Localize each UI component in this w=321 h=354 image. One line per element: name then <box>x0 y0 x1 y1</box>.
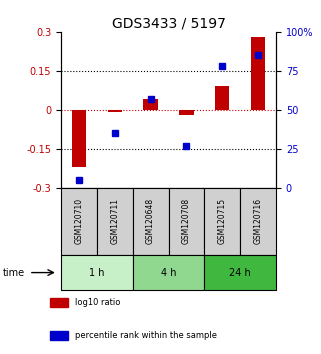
Bar <box>97 188 133 255</box>
Bar <box>133 255 204 290</box>
Bar <box>240 188 276 255</box>
Bar <box>49 298 68 307</box>
Bar <box>61 255 133 290</box>
Text: percentile rank within the sample: percentile rank within the sample <box>75 331 217 340</box>
Bar <box>72 110 86 167</box>
Bar <box>169 188 204 255</box>
Bar <box>49 331 68 339</box>
Text: 24 h: 24 h <box>229 268 251 278</box>
Bar <box>215 86 230 110</box>
Text: GSM120715: GSM120715 <box>218 198 227 244</box>
Text: log10 ratio: log10 ratio <box>75 298 120 307</box>
Bar <box>204 255 276 290</box>
Text: GSM120716: GSM120716 <box>254 198 263 244</box>
Text: GSM120648: GSM120648 <box>146 198 155 244</box>
Text: time: time <box>3 268 25 278</box>
Bar <box>61 188 97 255</box>
Bar <box>179 110 194 115</box>
Bar <box>133 188 169 255</box>
Bar <box>143 99 158 110</box>
Bar <box>108 110 122 112</box>
Text: GSM120711: GSM120711 <box>110 198 119 244</box>
Text: GSM120710: GSM120710 <box>74 198 83 244</box>
Bar <box>204 188 240 255</box>
Text: 1 h: 1 h <box>89 268 105 278</box>
Text: 4 h: 4 h <box>161 268 176 278</box>
Title: GDS3433 / 5197: GDS3433 / 5197 <box>112 17 225 31</box>
Bar <box>251 37 265 110</box>
Text: GSM120708: GSM120708 <box>182 198 191 244</box>
